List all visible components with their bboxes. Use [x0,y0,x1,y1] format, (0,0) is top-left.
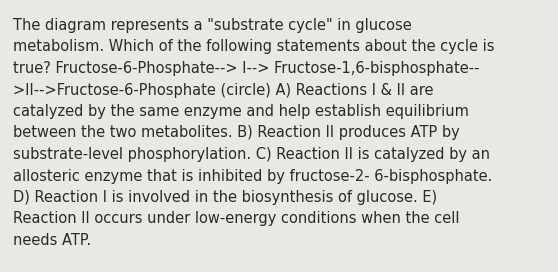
Text: true? Fructose-6-Phosphate--> I--> Fructose-1,6-bisphosphate--: true? Fructose-6-Phosphate--> I--> Fruct… [13,61,479,76]
Text: catalyzed by the same enzyme and help establish equilibrium: catalyzed by the same enzyme and help es… [13,104,469,119]
Text: substrate-level phosphorylation. C) Reaction II is catalyzed by an: substrate-level phosphorylation. C) Reac… [13,147,490,162]
Text: Reaction II occurs under low-energy conditions when the cell: Reaction II occurs under low-energy cond… [13,212,459,227]
Text: between the two metabolites. B) Reaction II produces ATP by: between the two metabolites. B) Reaction… [13,125,460,141]
Text: allosteric enzyme that is inhibited by fructose-2- 6-bisphosphate.: allosteric enzyme that is inhibited by f… [13,168,492,184]
Text: needs ATP.: needs ATP. [13,233,91,248]
Text: D) Reaction I is involved in the biosynthesis of glucose. E): D) Reaction I is involved in the biosynt… [13,190,437,205]
Text: metabolism. Which of the following statements about the cycle is: metabolism. Which of the following state… [13,39,494,54]
Text: The diagram represents a "substrate cycle" in glucose: The diagram represents a "substrate cycl… [13,18,412,33]
Text: >II-->Fructose-6-Phosphate (circle) A) Reactions I & II are: >II-->Fructose-6-Phosphate (circle) A) R… [13,82,434,97]
